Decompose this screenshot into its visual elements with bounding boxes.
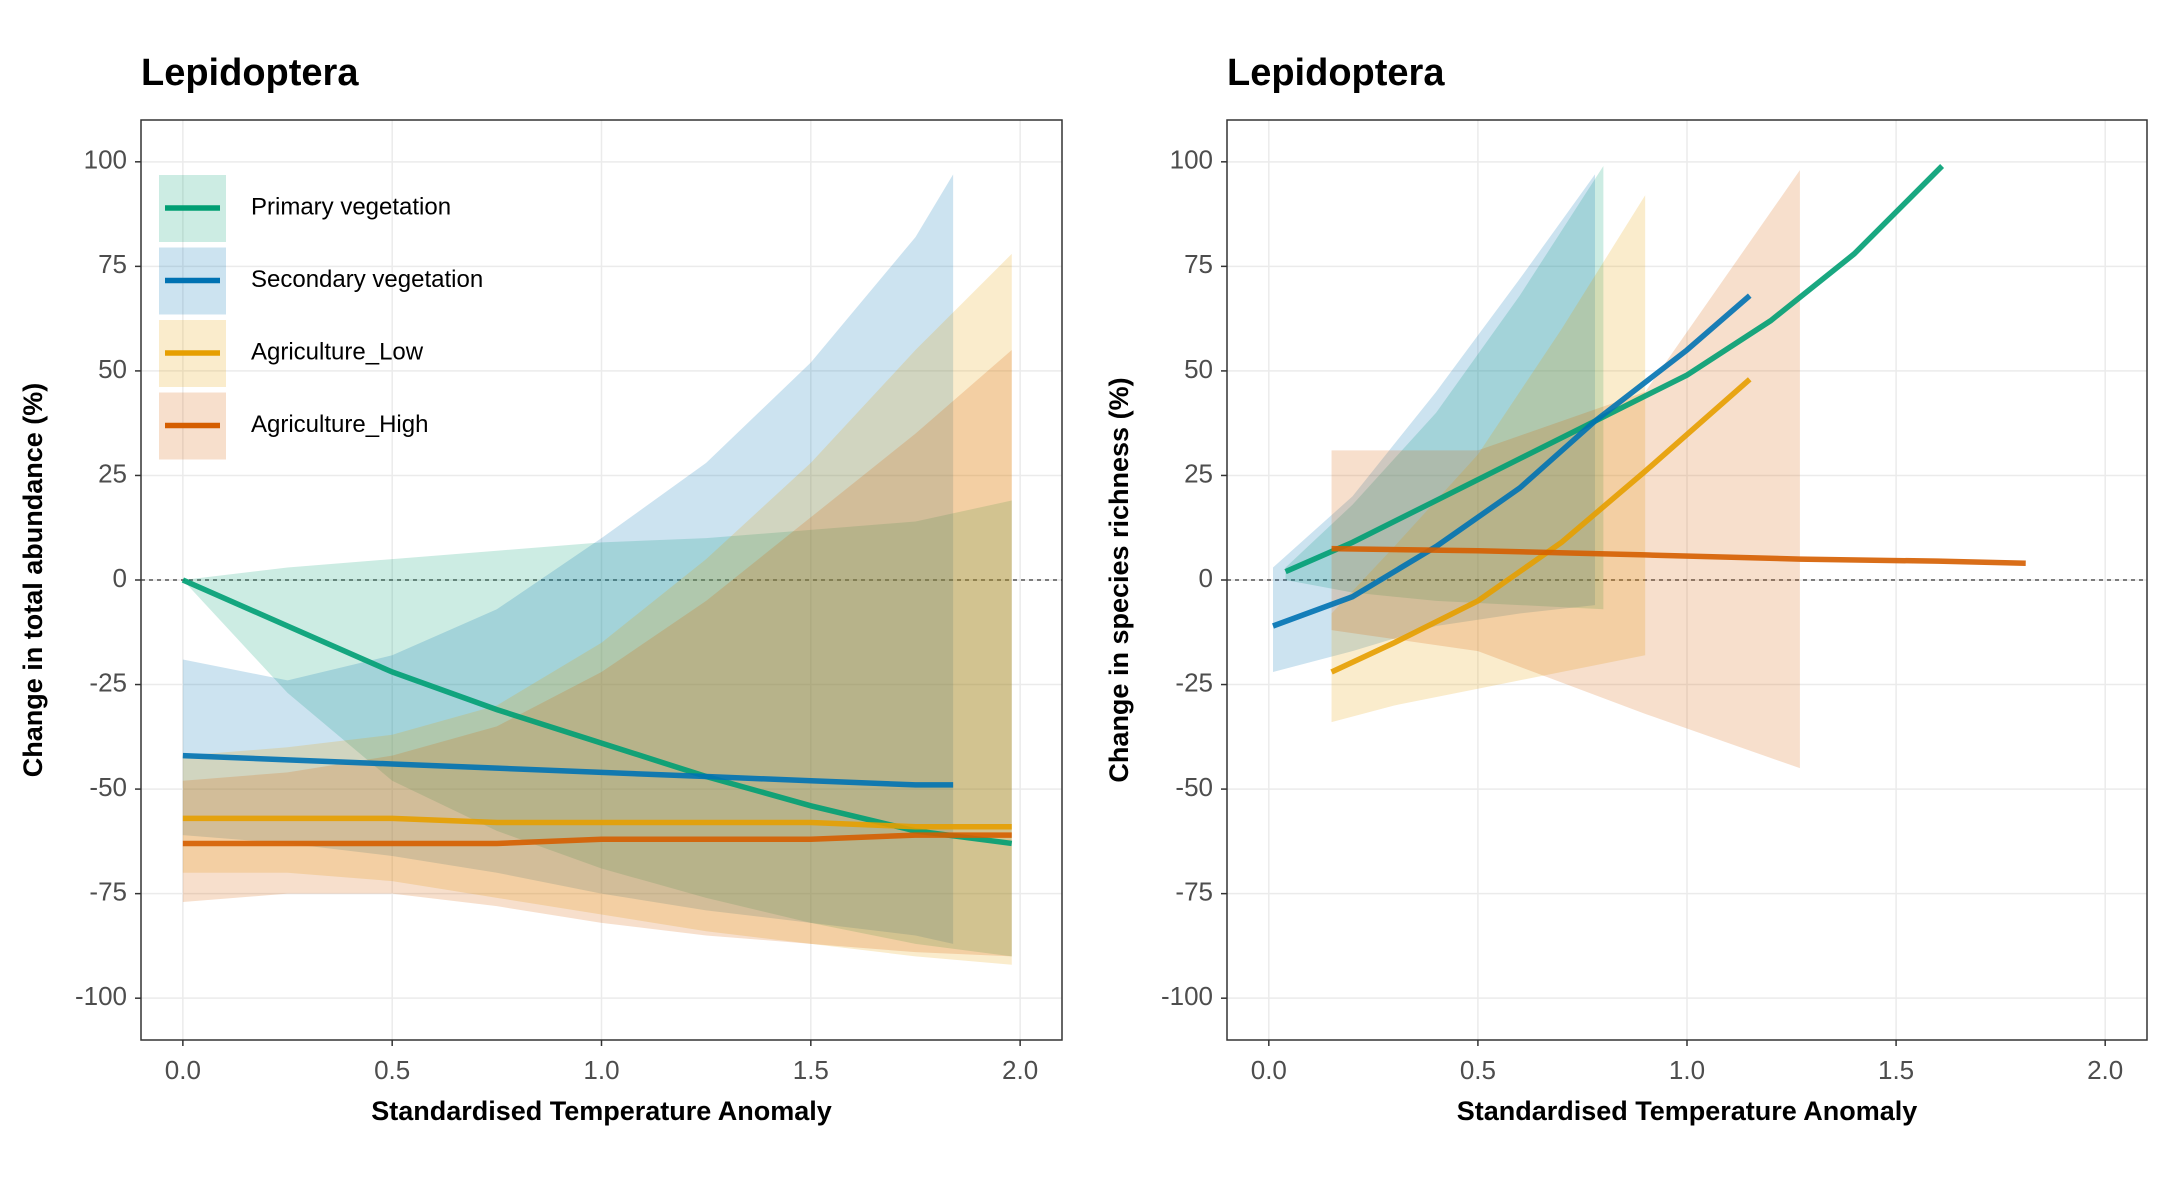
y-tick-label: -100 <box>75 981 127 1011</box>
y-tick-label: 100 <box>1170 145 1213 175</box>
series-line <box>1272 293 1752 629</box>
x-tick-label: 0.0 <box>165 1055 201 1085</box>
series-line <box>181 577 1013 847</box>
y-tick-label: 0 <box>1199 563 1213 593</box>
confidence-band <box>1331 170 1800 769</box>
x-axis-title: Standardised Temperature Anomaly <box>371 1096 832 1126</box>
chart-title: Lepidoptera <box>141 52 359 94</box>
y-tick-label: -100 <box>1161 981 1213 1011</box>
legend-label: Primary vegetation <box>251 193 451 220</box>
x-tick-label: 2.0 <box>1002 1055 1038 1085</box>
series-line <box>182 752 954 788</box>
x-tick-label: 1.0 <box>583 1055 619 1085</box>
y-tick-label: 25 <box>1184 458 1213 488</box>
confidence-band <box>1285 166 1604 610</box>
x-tick-label: 1.0 <box>1669 1055 1705 1085</box>
confidence-band <box>182 500 1012 957</box>
y-tick-label: 50 <box>1184 354 1213 384</box>
x-axis-title: Standardised Temperature Anomaly <box>1457 1096 1918 1126</box>
series-line <box>1330 377 1752 675</box>
series-line <box>1331 545 2026 567</box>
y-axis-title: Change in species richness (%) <box>1104 377 1134 782</box>
x-tick-label: 1.5 <box>793 1055 829 1085</box>
x-tick-label: 0.5 <box>1460 1055 1496 1085</box>
y-tick-label: -25 <box>89 667 127 697</box>
y-tick-label: 75 <box>1184 249 1213 279</box>
legend-label: Agriculture_High <box>251 411 428 438</box>
confidence-band <box>182 174 954 944</box>
y-tick-label: 75 <box>98 249 127 279</box>
confidence-band <box>182 253 1012 965</box>
plot-border <box>1226 119 2148 1041</box>
legend-label: Agriculture_Low <box>251 338 424 365</box>
x-tick-label: 2.0 <box>2087 1055 2123 1085</box>
series-line <box>182 815 1012 830</box>
series-line <box>182 832 1012 847</box>
y-tick-label: -25 <box>1175 667 1213 697</box>
plot-border <box>140 119 1063 1041</box>
y-tick-label: -50 <box>1175 772 1213 802</box>
confidence-band <box>1331 195 1646 723</box>
y-tick-label: 0 <box>113 563 127 593</box>
y-tick-label: 25 <box>98 458 127 488</box>
x-tick-label: 0.0 <box>1251 1055 1287 1085</box>
x-tick-label: 1.5 <box>1878 1055 1914 1085</box>
y-tick-label: 50 <box>98 354 127 384</box>
x-tick-label: 0.5 <box>374 1055 410 1085</box>
y-tick-label: -50 <box>89 772 127 802</box>
y-axis-title: Change in total abundance (%) <box>18 383 48 778</box>
y-tick-label: -75 <box>89 877 127 907</box>
legend-label: Secondary vegetation <box>251 266 483 293</box>
y-tick-label: -75 <box>1175 877 1213 907</box>
chart-title: Lepidoptera <box>1227 52 1445 94</box>
y-tick-label: 100 <box>84 145 127 175</box>
